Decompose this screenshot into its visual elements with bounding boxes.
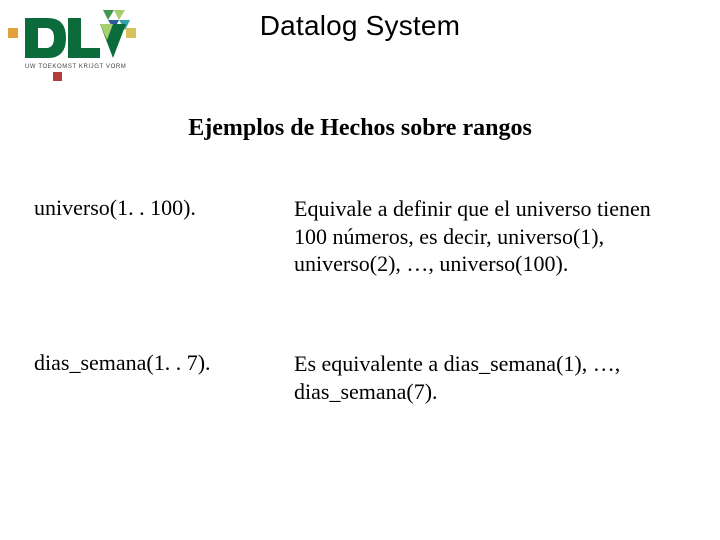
slide: UW TOEKOMST KRIJGT VORM Datalog System E… (0, 0, 720, 540)
example-explanation: Es equivalente a dias_semana(1), …, dias… (294, 350, 686, 405)
example-code: dias_semana(1. . 7). (34, 350, 274, 405)
example-code: universo(1. . 100). (34, 195, 274, 278)
logo-tagline: UW TOEKOMST KRIJGT VORM (25, 64, 126, 70)
section-subtitle: Ejemplos de Hechos sobre rangos (0, 115, 720, 142)
example-row: universo(1. . 100). Equivale a definir q… (34, 195, 686, 278)
example-row: dias_semana(1. . 7). Es equivalente a di… (34, 350, 686, 405)
page-title: Datalog System (0, 10, 720, 42)
example-explanation: Equivale a definir que el universo tiene… (294, 195, 686, 278)
